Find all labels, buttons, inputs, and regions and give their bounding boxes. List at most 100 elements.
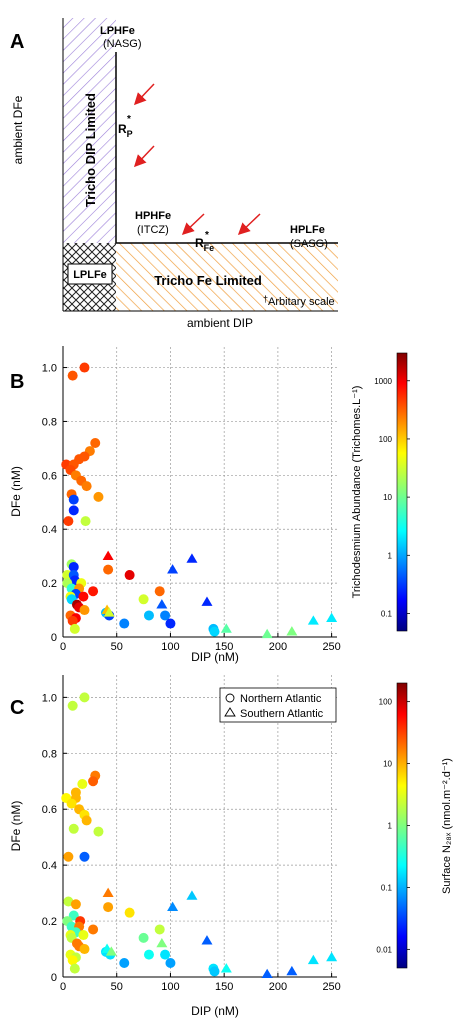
panel-c-colorbar-ticks: 100 10 1 0.1 0.01 [376,698,410,954]
panel-c-ytick-label-3: 0.6 [42,804,57,816]
panel-c-ytick-label-1: 0.2 [42,916,57,928]
panel-b-triangle-1-1 [186,553,198,563]
panel-c-x-label: DIP (nM) [191,1004,239,1018]
panel-c-ytick-label-4: 0.8 [42,748,57,760]
panel-b-triangle-1-3 [201,596,213,606]
panel-b-point-0-30 [154,586,165,597]
panel-c: C 0 50 100 150 200 250 0 0.2 0.4 0.6 0.8 1.0 DIP (nM… [9,675,453,1018]
panel-c-ytick-label-2: 0.4 [42,860,57,872]
panel-b-ytick-label-2: 0.4 [42,524,57,536]
panel-b-triangle-1-2 [167,564,179,574]
panel-c-point-0-8 [66,798,77,809]
fe-limited-region [116,243,338,311]
panel-c-cb-tick-label-4: 0.01 [376,945,392,954]
panel-c-y-label: DFe (nM) [9,801,23,852]
panel-c-point-0-46 [209,966,220,977]
panel-c-point-0-39 [160,949,171,960]
panel-c-point-0-31 [138,932,149,943]
panel-b-point-0-45 [67,615,78,626]
panel-c-xtick-label-2: 100 [161,981,179,993]
lplfe-label: LPLFe [73,269,107,281]
panel-c-letter: C [10,697,24,719]
panel-b-cb-tick-label-2: 10 [383,493,392,502]
panel-c-colorbar [396,682,408,969]
panel-b-cb-tick-label-4: 0.1 [381,609,393,618]
panel-c-point-0-0 [79,692,90,703]
panel-c-triangle-1-10 [307,954,319,965]
panel-c-point-0-41 [67,955,78,966]
panel-b-point-0-41 [143,610,154,621]
panel-c-colorbar-label: Surface N₂₈ₓ (nmol.m⁻².d⁻¹) [441,758,453,894]
panel-b-letter: B [10,371,24,393]
panel-b-cb-tick-label-0: 1000 [374,377,392,386]
panel-b-ytick-label-1: 0.2 [42,578,57,590]
panel-b-triangle-1-11 [326,612,338,622]
panel-c-point-0-25 [88,924,99,935]
panel-c-triangle-1-1 [186,890,198,900]
panel-b-plot: 0 50 100 150 200 250 0 0.2 0.4 0.6 0.8 1.0 DIP (nM) D… [9,346,341,664]
panel-b-point-0-15 [68,505,79,516]
panel-c-point-0-43 [165,958,176,969]
panel-c-triangle-1-8 [261,968,273,979]
panel-b-point-0-35 [138,594,149,605]
panel-c-legend [219,687,337,723]
panel-b-point-0-29 [88,586,99,597]
panel-b-triangle-1-4 [156,599,168,609]
legend-southern-label: Southern Atlantic [240,708,324,720]
panel-c-xtick-label-0: 0 [60,981,66,993]
panel-b-triangle-1-9 [286,626,298,636]
panel-c-ytick-label-0: 0 [51,972,57,984]
panel-b-cb-tick-label-3: 1 [388,551,393,560]
panel-c-point-0-20 [68,910,79,921]
panel-c-point-0-19 [124,907,135,918]
panel-c-triangle-1-11 [326,951,338,962]
panel-c-point-0-14 [63,851,74,862]
fe-limited-label: Tricho Fe Limited [154,273,262,288]
panel-c-point-0-15 [79,851,90,862]
panel-c-point-0-26 [154,924,165,935]
panel-b-colorbar [396,352,408,632]
itcz-label: (ITCZ) [137,224,169,236]
panel-b-xtick-label-3: 150 [215,641,233,653]
lplfe-box [67,263,113,285]
panel-b-point-0-46 [119,618,130,629]
panel-c-ytick-label-5: 1.0 [42,692,57,704]
panel-b: B 0 50 100 150 200 250 0 0.2 0.4 0.6 0.8 1.0 DIP (nM… [9,346,410,664]
panel-c-point-0-4 [77,779,88,790]
panel-a-y-label: ambient DFe [11,95,25,164]
panel-c-point-0-34 [79,944,90,955]
panel-b-y-label: DFe (nM) [9,466,23,517]
hphfe-label: HPHFe [135,210,171,222]
panel-b-colorbar-label: Trichodesmium Abundance (Trichomes.L⁻¹) [351,386,363,599]
panel-b-ytick-label-3: 0.6 [42,470,57,482]
panel-c-point-0-29 [78,930,89,941]
nasg-label: (NASG) [103,38,142,50]
panel-c-xtick-label-4: 200 [269,981,287,993]
panel-c-triangle-1-3 [201,935,213,945]
arrow-3 [181,213,205,236]
panel-c-point-0-13 [93,826,104,837]
legend-circle-marker [225,693,235,703]
arrow-2 [133,145,155,168]
rp-star: * [127,114,131,125]
panel-c-triangle-1-7 [220,963,232,973]
panel-b-point-0-11 [81,481,92,492]
panel-c-point-0-16 [63,896,74,907]
panel-c-cb-tick-label-1: 10 [383,760,392,769]
panel-b-point-0-13 [93,491,104,502]
panel-b-point-0-16 [80,516,91,527]
panel-b-triangle-1-7 [220,623,232,633]
legend-northern-label: Northern Atlantic [240,693,322,705]
panel-c-plot: 0 50 100 150 200 250 0 0.2 0.4 0.6 0.8 1.0 DIP (nM) D… [9,675,341,1018]
panel-b-colorbar-ticks: 1000 100 10 1 0.1 [374,377,410,618]
panel-c-triangle-1-4 [156,937,168,948]
legend-triangle-marker [224,707,236,717]
panel-c-xtick-label-3: 150 [215,981,233,993]
panel-b-ytick-label-4: 0.8 [42,416,57,428]
panel-b-xtick-label-5: 250 [322,641,340,653]
panel-c-point-0-44 [69,963,80,974]
hplfe-label: HPLFe [290,224,325,236]
arbitrary-scale-label: †Arbitary scale [263,294,335,308]
panel-b-triangle-1-8 [261,628,273,639]
